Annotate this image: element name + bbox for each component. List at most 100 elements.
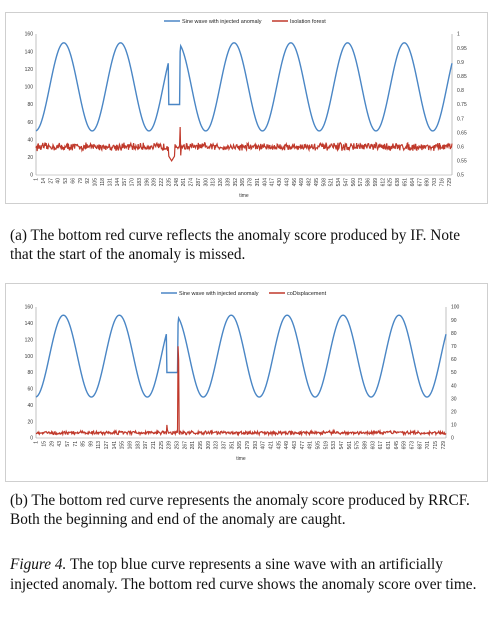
x-tick-label: 491 <box>308 441 314 450</box>
x-tick-label: 155 <box>120 441 126 450</box>
x-tick-label: 521 <box>329 178 335 187</box>
x-tick-label: 40 <box>56 178 62 184</box>
x-tick-label: 729 <box>441 441 447 450</box>
x-tick-label: 99 <box>88 441 94 447</box>
x-tick-label: 407 <box>261 441 267 450</box>
x-tick-label: 443 <box>284 178 290 187</box>
x-tick-label: 715 <box>433 441 439 450</box>
series-score-line <box>35 346 447 437</box>
x-axis-label: time <box>236 456 246 462</box>
y-right-tick-label: 0.75 <box>457 102 467 108</box>
x-tick-label: 113 <box>96 441 102 449</box>
x-tick-label: 729 <box>447 178 453 187</box>
x-tick-label: 105 <box>93 178 99 187</box>
x-tick-label: 71 <box>73 441 79 447</box>
x-tick-label: 183 <box>135 441 141 450</box>
x-tick-label: 638 <box>395 178 401 187</box>
x-tick-label: 677 <box>417 178 423 187</box>
x-tick-label: 211 <box>151 441 157 449</box>
y-left-tick-label: 140 <box>25 49 34 55</box>
caption-b: (b) The bottom red curve represents the … <box>10 492 470 528</box>
x-tick-label: 169 <box>128 441 134 450</box>
x-tick-label: 66 <box>70 178 76 184</box>
x-tick-label: 603 <box>370 441 376 450</box>
x-tick-label: 508 <box>321 178 327 187</box>
x-tick-label: 281 <box>190 441 196 450</box>
x-tick-label: 15 <box>41 441 47 447</box>
x-tick-label: 456 <box>292 178 298 187</box>
x-tick-label: 690 <box>425 178 431 187</box>
x-tick-label: 127 <box>104 441 110 450</box>
y-right-tick-label: 10 <box>451 423 457 429</box>
x-tick-label: 1 <box>34 178 40 181</box>
y-left-tick-label: 160 <box>25 32 34 38</box>
legend-label-score: coDisplacement <box>287 291 327 297</box>
x-tick-label: 703 <box>432 178 438 187</box>
figure-text: The top blue curve represents a sine wav… <box>10 556 477 593</box>
y-right-tick-label: 0.55 <box>457 159 467 165</box>
x-tick-label: 664 <box>410 178 416 187</box>
x-tick-label: 144 <box>115 178 121 187</box>
y-right-tick-label: 0.85 <box>457 74 467 80</box>
x-tick-label: 547 <box>343 178 349 187</box>
x-tick-label: 495 <box>314 178 320 187</box>
chart-rrcf: 0 20 40 60 80 100 120 140 160 0 10 20 30 40 50 60 70 80 90… <box>25 291 460 462</box>
x-tick-label: 365 <box>240 178 246 187</box>
x-tick-label: 235 <box>166 178 172 187</box>
x-tick-label: 339 <box>225 178 231 187</box>
legend-label-sine: Sine wave with injected anomaly <box>182 19 262 25</box>
x-tick-label: 183 <box>137 178 143 187</box>
x-tick-label: 687 <box>417 441 423 450</box>
y-right-tick-label: 50 <box>451 370 457 376</box>
x-tick-label: 352 <box>233 178 239 187</box>
x-tick-label: 477 <box>300 441 306 450</box>
x-tick-label: 239 <box>167 441 173 450</box>
x-tick-label: 421 <box>269 441 275 450</box>
x-tick-label: 170 <box>130 178 136 187</box>
x-tick-label: 651 <box>402 178 408 187</box>
legend-label-score: Isolation forest <box>290 19 326 25</box>
x-tick-label: 43 <box>57 441 63 447</box>
y-left-tick-label: 20 <box>27 419 33 425</box>
x-tick-label: 222 <box>159 178 165 187</box>
x-tick-label: 617 <box>378 441 384 450</box>
x-tick-label: 225 <box>159 441 165 450</box>
series-score-line <box>35 127 453 163</box>
x-tick-label: 85 <box>81 441 87 447</box>
x-tick-label: 519 <box>323 441 329 450</box>
y-right-tick-label: 100 <box>451 305 460 311</box>
y-left-tick-label: 100 <box>25 354 34 360</box>
y-left-tick-label: 60 <box>27 120 33 126</box>
x-tick-label: 573 <box>358 178 364 187</box>
x-tick-label: 625 <box>388 178 394 187</box>
series-sine-line <box>35 42 453 132</box>
x-tick-label: 575 <box>355 441 361 450</box>
y-right-tick-label: 40 <box>451 383 457 389</box>
chart-panel-if: 0 20 40 60 80 100 120 140 160 0.5 0.55 0.6 0.65 0.7 0.… <box>5 12 488 204</box>
x-tick-label: 435 <box>276 441 282 450</box>
x-tick-label: 417 <box>270 178 276 187</box>
y-right-tick-label: 0 <box>451 436 454 442</box>
x-tick-label: 505 <box>316 441 322 450</box>
x-tick-label: 612 <box>380 178 386 187</box>
y-right-tick-label: 0.65 <box>457 130 467 136</box>
x-tick-label: 118 <box>100 178 106 186</box>
x-tick-label: 586 <box>366 178 372 187</box>
x-tick-label: 53 <box>63 178 69 184</box>
x-tick-label: 261 <box>181 178 187 187</box>
figure-label: Figure 4. <box>10 556 67 573</box>
y-left-tick-label: 40 <box>27 137 33 143</box>
y-left-tick-label: 100 <box>25 85 34 91</box>
y-left-tick-label: 40 <box>27 403 33 409</box>
y-left-tick-label: 0 <box>30 173 33 179</box>
x-tick-label: 482 <box>307 178 313 187</box>
x-tick-label: 300 <box>203 178 209 187</box>
y-right-tick-label: 0.95 <box>457 46 467 52</box>
x-tick-label: 631 <box>386 441 392 450</box>
x-tick-label: 287 <box>196 178 202 187</box>
x-tick-label: 309 <box>206 441 212 450</box>
x-tick-label: 469 <box>299 178 305 187</box>
y-right-tick-label: 90 <box>451 318 457 324</box>
x-tick-label: 141 <box>112 441 118 450</box>
x-tick-label: 716 <box>439 178 445 187</box>
